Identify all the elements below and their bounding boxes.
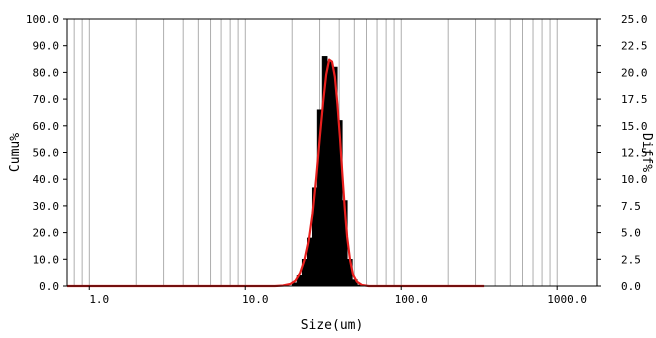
x-axis-title: Size(um)	[301, 318, 364, 333]
y2-tick-label: 7.5	[621, 200, 641, 213]
y-tick-label: 20.0	[33, 227, 60, 240]
y-tick-label: 80.0	[33, 66, 60, 79]
y-tick-label: 40.0	[33, 173, 60, 186]
tick-labels: 0.0 10.0 20.0 30.0 40.0 50.0 60.0 70.0 80.0 90.0 1…	[26, 13, 648, 306]
y2-tick-label: 10.0	[621, 173, 648, 186]
y-tick-label: 90.0	[33, 40, 60, 53]
y-tick-label: 10.0	[33, 253, 60, 266]
y2-tick-label: 12.5	[621, 147, 648, 160]
y-axis-title: Cumu%	[8, 133, 23, 172]
y2-tick-label: 22.5	[621, 40, 648, 53]
y-tick-label: 60.0	[33, 120, 60, 133]
y2-tick-label: 5.0	[621, 227, 641, 240]
curve	[67, 58, 485, 288]
y2-axis-title: Diff%	[639, 133, 654, 172]
histogram-bar	[326, 61, 333, 287]
y-tick-label: 0.0	[39, 280, 59, 293]
x-tick-label: 10.0	[242, 293, 269, 306]
y2-tick-label: 17.5	[621, 93, 648, 106]
y-tick-label: 30.0	[33, 200, 60, 213]
y2-tick-label: 0.0	[621, 280, 641, 293]
x-tick-label: 100.0	[395, 293, 428, 306]
y-tick-label: 50.0	[33, 147, 60, 160]
y2-tick-label: 20.0	[621, 66, 648, 79]
y-tick-label: 100.0	[26, 13, 59, 26]
x-tick-label: 1.0	[89, 293, 109, 306]
y2-tick-label: 15.0	[621, 120, 648, 133]
y2-tick-label: 25.0	[621, 13, 648, 26]
x-tick-label: 1000.0	[547, 293, 587, 306]
distribution-curve	[67, 58, 485, 288]
bars	[291, 56, 363, 287]
y2-tick-label: 2.5	[621, 253, 641, 266]
y-tick-label: 70.0	[33, 93, 60, 106]
